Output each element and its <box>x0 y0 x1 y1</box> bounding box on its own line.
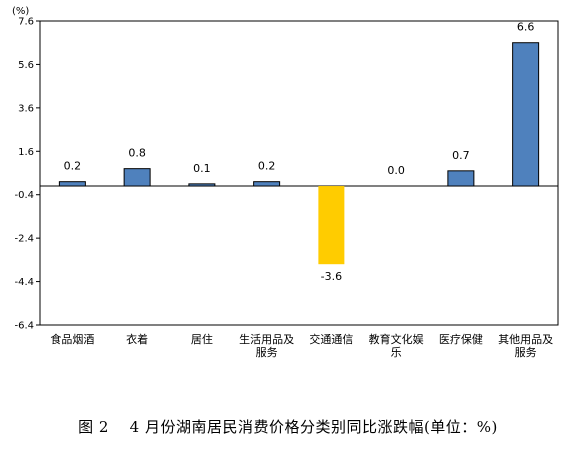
data-label-6: 0.0 <box>387 164 405 177</box>
category-label-7: 医疗保健 <box>439 332 483 346</box>
y-tick-label: 3.6 <box>18 103 34 114</box>
y-tick-label: 7.6 <box>18 17 34 28</box>
data-label-5: -3.6 <box>321 270 342 283</box>
data-label-7: 0.7 <box>452 149 470 162</box>
category-label-2: 衣着 <box>126 332 148 346</box>
bar-8 <box>512 42 540 187</box>
y-tick-label: -0.4 <box>14 190 34 201</box>
axes: 7.6 5.6 3.6 1.6 -0.4 -2.4 -4.4 -6.4 (%) <box>12 6 559 332</box>
y-tick-label: -2.4 <box>14 234 34 245</box>
category-label-3: 居住 <box>191 332 213 346</box>
data-label-3: 0.1 <box>193 162 211 175</box>
category-label-5: 交通通信 <box>309 332 353 346</box>
y-tick-label: -4.4 <box>14 277 34 288</box>
y-tick-label: 1.6 <box>18 147 34 158</box>
bar-chart: 7.65.63.61.6-0.4-2.4-4.4-6.4(%) 0.2食品烟酒0… <box>12 6 559 359</box>
category-label-1: 食品烟酒 <box>50 332 94 346</box>
category-label-6: 乐 <box>391 346 402 359</box>
bar-2 <box>123 168 151 187</box>
bars <box>58 42 540 265</box>
category-label-8: 服务 <box>515 346 537 359</box>
y-tick-label: 5.6 <box>18 60 34 71</box>
bar-3 <box>188 183 216 187</box>
data-label-4: 0.2 <box>258 160 276 173</box>
bar-7 <box>447 170 475 187</box>
category-label-8: 其他用品及 <box>498 333 553 346</box>
plot-frame <box>39 20 559 326</box>
labels: 0.2食品烟酒0.8衣着0.1居住0.2生活用品及服务-3.6交通通信0.0教育… <box>50 21 553 359</box>
y-unit-label: (%) <box>12 6 29 17</box>
category-label-4: 生活用品及 <box>239 332 294 346</box>
y-tick-label: -6.4 <box>14 321 34 332</box>
bar-1 <box>58 181 86 187</box>
data-label-8: 6.6 <box>517 21 535 34</box>
category-label-6: 教育文化娱 <box>369 332 424 346</box>
bar-5 <box>318 186 345 265</box>
bar-4 <box>253 181 281 187</box>
data-label-1: 0.2 <box>64 160 82 173</box>
category-label-4: 服务 <box>256 346 278 359</box>
chart-caption: 图 2 4 月份湖南居民消费价格分类别同比涨跌幅(单位：%) <box>78 418 498 436</box>
data-label-2: 0.8 <box>128 147 146 160</box>
